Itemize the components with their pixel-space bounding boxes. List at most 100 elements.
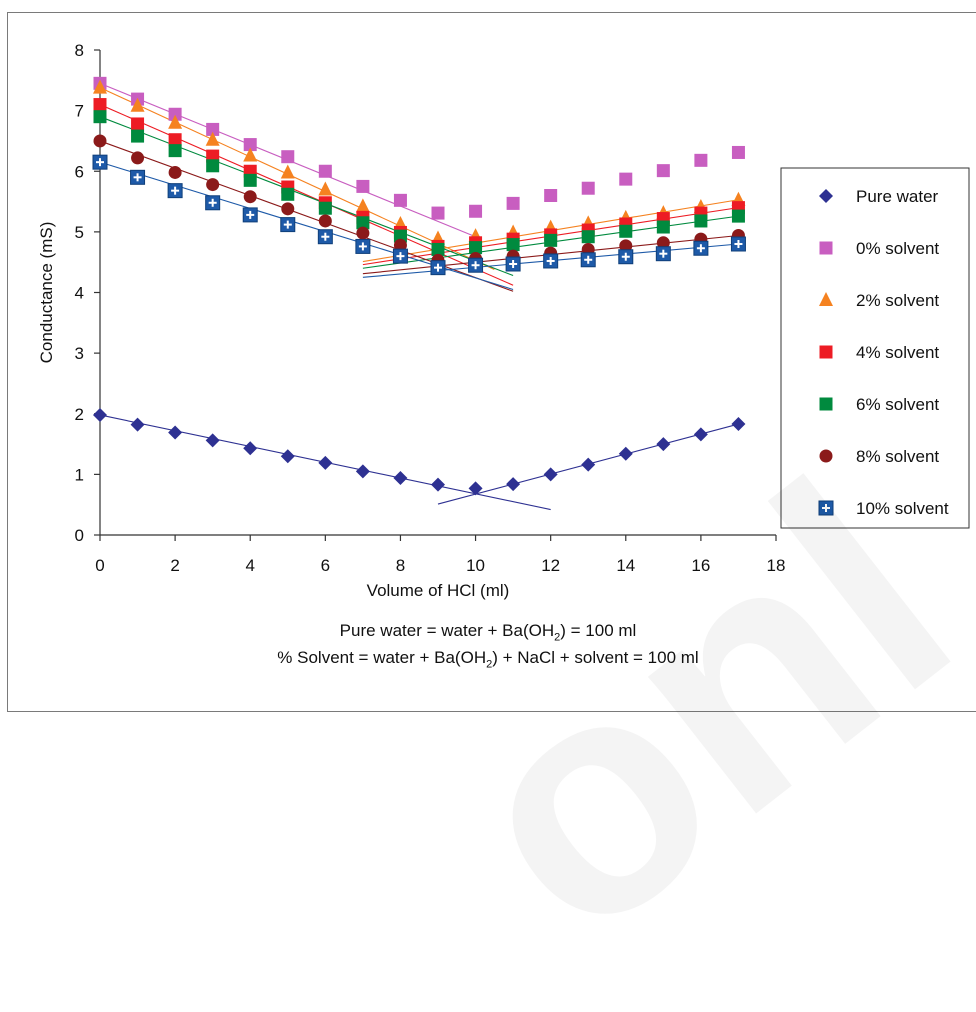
data-point xyxy=(131,117,145,131)
series-markers xyxy=(93,407,746,496)
legend-item: 10% solvent xyxy=(818,499,949,518)
legend-item: 4% solvent xyxy=(819,343,939,362)
data-point xyxy=(581,457,596,472)
data-point xyxy=(619,224,633,238)
caption-1-text-end: ) = 100 ml xyxy=(560,621,637,640)
fit-lines xyxy=(99,82,739,511)
caption-2-text-end: ) + NaCl + solvent = 100 ml xyxy=(492,648,699,667)
data-point xyxy=(468,257,484,273)
x-tick-label: 0 xyxy=(95,556,104,575)
x-tick-label: 14 xyxy=(616,556,635,575)
caption-pure-water: Pure water = water + Ba(OH2) = 100 ml xyxy=(0,621,976,643)
data-point xyxy=(243,138,257,152)
data-point xyxy=(580,252,596,268)
legend-label: 10% solvent xyxy=(856,499,949,518)
x-tick-label: 18 xyxy=(767,556,786,575)
data-point xyxy=(505,256,521,272)
legend: Pure water 0% solvent 2% solvent 4% solvent… xyxy=(780,167,970,529)
data-point xyxy=(819,241,833,255)
data-point xyxy=(281,187,295,201)
data-point xyxy=(281,202,295,216)
data-point xyxy=(356,216,370,230)
caption-1-subscript: 2 xyxy=(554,631,561,644)
data-point xyxy=(819,189,833,203)
series-markers xyxy=(92,154,746,276)
data-point xyxy=(393,193,407,207)
series-markers xyxy=(93,110,745,256)
data-point xyxy=(356,226,370,240)
data-point xyxy=(206,178,220,192)
data-point xyxy=(730,236,746,252)
data-point xyxy=(205,195,221,211)
data-point xyxy=(205,433,220,448)
data-point xyxy=(130,97,145,112)
data-point xyxy=(731,417,746,432)
series-markers xyxy=(93,98,745,253)
data-point xyxy=(168,165,182,179)
data-point xyxy=(206,122,220,136)
y-tick-label: 2 xyxy=(75,405,84,424)
caption-1-text: Pure water = water + Ba(OH xyxy=(339,621,555,640)
data-point xyxy=(243,190,257,204)
legend-item: 6% solvent xyxy=(819,395,939,414)
caption-2-subscript: 2 xyxy=(486,658,493,671)
data-point xyxy=(130,417,145,432)
data-markers xyxy=(92,76,746,496)
legend-label: 0% solvent xyxy=(856,239,939,258)
data-point xyxy=(393,238,407,252)
fit-line xyxy=(99,161,514,290)
y-tick-label: 1 xyxy=(75,465,84,484)
data-point xyxy=(431,206,445,220)
data-point xyxy=(243,147,258,162)
x-axis-title: Volume of HCl (ml) xyxy=(367,581,510,600)
data-point xyxy=(130,169,146,185)
data-point xyxy=(243,441,258,456)
data-point xyxy=(544,233,558,247)
caption-2-text: % Solvent = water + Ba(OH xyxy=(277,648,487,667)
series-markers xyxy=(93,79,746,245)
data-point xyxy=(506,196,520,210)
data-point xyxy=(543,253,559,269)
legend-item: Pure water xyxy=(819,187,939,206)
data-point xyxy=(656,236,670,250)
data-point xyxy=(656,220,670,234)
data-point xyxy=(656,437,671,452)
data-point xyxy=(693,427,708,442)
data-point xyxy=(93,407,107,422)
data-point xyxy=(318,201,332,215)
legend-item: 0% solvent xyxy=(819,239,939,258)
data-point xyxy=(393,471,408,486)
data-point xyxy=(318,164,332,178)
data-point xyxy=(693,240,709,256)
data-point xyxy=(167,183,183,199)
data-point xyxy=(819,345,833,359)
data-point xyxy=(93,110,107,124)
data-point xyxy=(619,172,633,186)
fit-line xyxy=(99,140,514,292)
data-point xyxy=(581,230,595,244)
legend-label: 8% solvent xyxy=(856,447,939,466)
legend-label: 6% solvent xyxy=(856,395,939,414)
data-point xyxy=(468,481,483,496)
x-tick-label: 12 xyxy=(541,556,560,575)
y-tick-label: 3 xyxy=(75,344,84,363)
data-point xyxy=(819,397,833,411)
data-point xyxy=(506,238,520,252)
data-point xyxy=(506,477,521,492)
data-point xyxy=(205,131,220,146)
data-point xyxy=(619,239,633,253)
data-point xyxy=(392,248,408,264)
data-point xyxy=(694,153,708,167)
data-point xyxy=(93,79,107,94)
data-point xyxy=(281,150,295,164)
x-tick-label: 4 xyxy=(245,556,254,575)
x-tick-label: 8 xyxy=(396,556,405,575)
data-point xyxy=(430,260,446,276)
data-point xyxy=(92,154,108,170)
x-tick-label: 6 xyxy=(321,556,330,575)
data-point xyxy=(431,242,445,256)
data-point xyxy=(317,229,333,245)
data-point xyxy=(581,181,595,195)
data-point xyxy=(469,241,483,255)
